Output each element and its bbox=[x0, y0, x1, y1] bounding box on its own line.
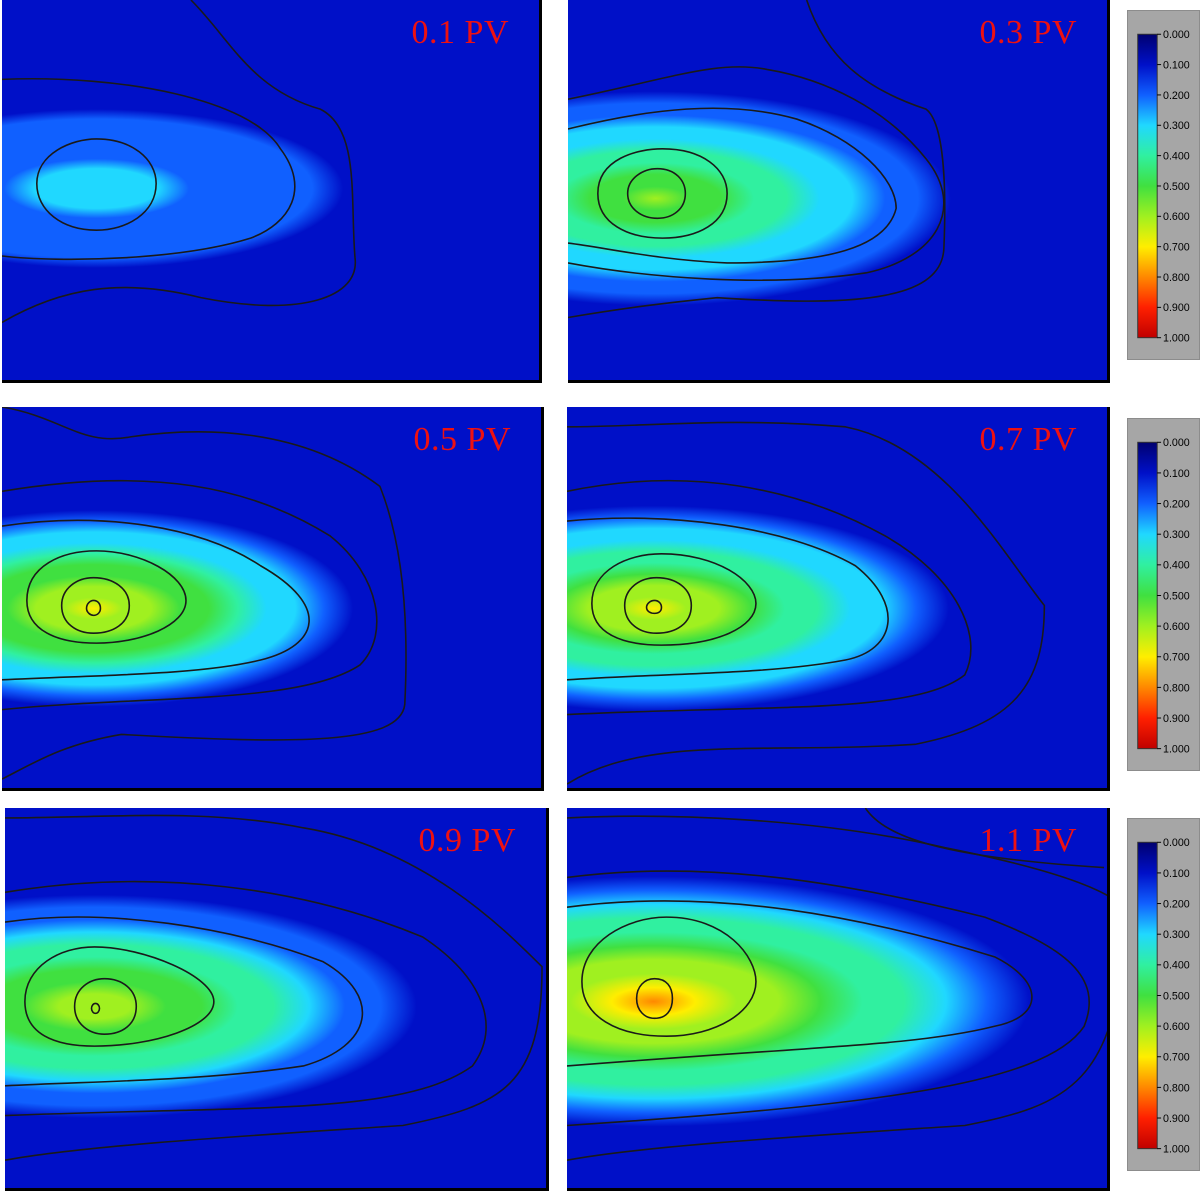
colorbar-tick-label: 1.000 bbox=[1163, 744, 1190, 756]
colorbar-tick-label: 0.900 bbox=[1163, 1113, 1190, 1125]
heatmap-panel-3: 0.5 PV bbox=[2, 407, 544, 791]
panel-label-6: 1.1 PV bbox=[979, 822, 1077, 859]
heatmap-svg-5 bbox=[5, 808, 546, 1188]
heatmap-panel-5: 0.9 PV bbox=[5, 808, 549, 1191]
heatmap-panel-1: 0.1 PV bbox=[2, 0, 542, 383]
contour-line-2 bbox=[568, 107, 897, 264]
panel-label-4: 0.7 PV bbox=[979, 421, 1077, 458]
contour-line-5 bbox=[567, 815, 1107, 1161]
heatmap-svg-2 bbox=[568, 0, 1107, 380]
colorbar-gradient bbox=[1137, 441, 1158, 750]
heatmap-field bbox=[568, 0, 1107, 380]
contour-line-3 bbox=[591, 553, 757, 646]
contour-line-1 bbox=[5, 880, 487, 1117]
colorbar-tick-label: 0.000 bbox=[1163, 437, 1190, 449]
contour-line-2 bbox=[567, 900, 1033, 1067]
heatmap-svg-1 bbox=[2, 0, 539, 380]
contour-line-6 bbox=[864, 808, 1105, 869]
contour-line-4 bbox=[73, 977, 138, 1036]
colorbar-svg-1: 0.000 0.100 0.200 0.300 0.400 0.500 0.600 0.700… bbox=[1137, 29, 1190, 345]
heatmap-svg-4 bbox=[567, 407, 1107, 788]
contour-line-2 bbox=[2, 0, 356, 324]
heatmap-svg-3 bbox=[2, 407, 541, 788]
contour-line-2 bbox=[567, 517, 889, 681]
colorbar-svg-3: 0.000 0.100 0.200 0.300 0.400 0.500 0.600 0.700… bbox=[1137, 837, 1190, 1156]
colorbar-svg-2: 0.000 0.100 0.200 0.300 0.400 0.500 0.600 0.700… bbox=[1137, 437, 1190, 756]
colorbar-tick-label: 0.200 bbox=[1163, 498, 1190, 510]
contour-line-1 bbox=[568, 66, 945, 281]
colorbar-tick-label: 0.100 bbox=[1163, 868, 1190, 880]
contour-line-3 bbox=[597, 148, 728, 239]
contour-line-3 bbox=[26, 550, 187, 644]
contour-line-1 bbox=[2, 479, 378, 711]
contour-line-5 bbox=[568, 0, 946, 319]
heatmap-field bbox=[567, 407, 1107, 788]
contour-line-4 bbox=[635, 977, 674, 1020]
colorbar-tick-label: 0.400 bbox=[1163, 960, 1190, 972]
contour-line-4 bbox=[626, 167, 687, 220]
contour-line-2 bbox=[2, 519, 310, 681]
panel-label-1: 0.1 PV bbox=[411, 14, 509, 51]
heatmap-field bbox=[2, 0, 539, 380]
contour-line-6 bbox=[2, 407, 407, 780]
heatmap-svg-6 bbox=[567, 808, 1107, 1188]
colorbar-tick-label: 0.000 bbox=[1163, 837, 1190, 849]
colorbar-tick-label: 0.700 bbox=[1163, 1052, 1190, 1064]
contour-line-1 bbox=[567, 479, 972, 716]
contour-line-6 bbox=[5, 814, 543, 1161]
colorbar-tick-label: 0.700 bbox=[1163, 652, 1190, 664]
colorbar-tick-label: 0.500 bbox=[1163, 990, 1190, 1002]
colorbar-tick-label: 0.900 bbox=[1163, 302, 1190, 314]
panel-label-2: 0.3 PV bbox=[979, 14, 1077, 51]
colorbar-1: 0.000 0.100 0.200 0.300 0.400 0.500 0.600 0.700… bbox=[1127, 10, 1200, 360]
heatmap-panel-2: 0.3 PV bbox=[568, 0, 1110, 383]
contour-line-6 bbox=[567, 421, 1046, 785]
colorbar-3: 0.000 0.100 0.200 0.300 0.400 0.500 0.600 0.700… bbox=[1127, 818, 1200, 1171]
contour-line-4 bbox=[623, 576, 693, 635]
colorbar-tick-label: 0.300 bbox=[1163, 120, 1190, 132]
panel-label-5: 0.9 PV bbox=[418, 822, 516, 859]
colorbar-tick-label: 1.000 bbox=[1163, 333, 1190, 345]
colorbar-tick-label: 0.600 bbox=[1163, 1021, 1190, 1033]
colorbar-tick-label: 0.800 bbox=[1163, 272, 1190, 284]
heatmap-field bbox=[567, 808, 1107, 1188]
colorbar-tick-label: 0.500 bbox=[1163, 590, 1190, 602]
colorbar-tick-label: 0.200 bbox=[1163, 898, 1190, 910]
colorbar-tick-label: 0.600 bbox=[1163, 621, 1190, 633]
colorbar-gradient bbox=[1137, 841, 1158, 1150]
colorbar-tick-label: 0.800 bbox=[1163, 1082, 1190, 1094]
panel-label-3: 0.5 PV bbox=[413, 421, 511, 458]
contour-line-1 bbox=[2, 78, 296, 261]
contour-line-2 bbox=[5, 916, 364, 1087]
colorbar-tick-label: 0.500 bbox=[1163, 181, 1190, 193]
colorbar-tick-label: 0.200 bbox=[1163, 90, 1190, 102]
colorbar-tick-label: 0.100 bbox=[1163, 59, 1190, 71]
colorbar-tick-label: 0.600 bbox=[1163, 211, 1190, 223]
contour-line-3 bbox=[36, 138, 157, 231]
heatmap-field bbox=[5, 808, 546, 1188]
contour-line-5 bbox=[645, 599, 663, 615]
contour-line-3 bbox=[24, 946, 215, 1047]
colorbar-tick-label: 0.700 bbox=[1163, 242, 1190, 254]
colorbar-2: 0.000 0.100 0.200 0.300 0.400 0.500 0.600 0.700… bbox=[1127, 418, 1200, 771]
colorbar-tick-label: 0.300 bbox=[1163, 929, 1190, 941]
colorbar-tick-label: 0.900 bbox=[1163, 713, 1190, 725]
heatmap-panel-6: 1.1 PV bbox=[567, 808, 1110, 1191]
colorbar-tick-label: 0.100 bbox=[1163, 468, 1190, 480]
colorbar-tick-label: 0.000 bbox=[1163, 29, 1190, 41]
heatmap-panel-4: 0.7 PV bbox=[567, 407, 1110, 791]
colorbar-tick-label: 0.400 bbox=[1163, 151, 1190, 163]
contour-line-4 bbox=[60, 576, 131, 635]
colorbar-tick-label: 0.800 bbox=[1163, 682, 1190, 694]
colorbar-tick-label: 1.000 bbox=[1163, 1144, 1190, 1156]
heatmap-field bbox=[2, 407, 541, 788]
contour-line-5 bbox=[90, 1002, 101, 1015]
colorbar-tick-label: 0.400 bbox=[1163, 560, 1190, 572]
colorbar-tick-label: 0.300 bbox=[1163, 529, 1190, 541]
colorbar-gradient bbox=[1137, 33, 1158, 339]
contour-line-5 bbox=[85, 599, 102, 617]
contour-line-3 bbox=[581, 916, 757, 1037]
contour-line-1 bbox=[567, 870, 1090, 1127]
